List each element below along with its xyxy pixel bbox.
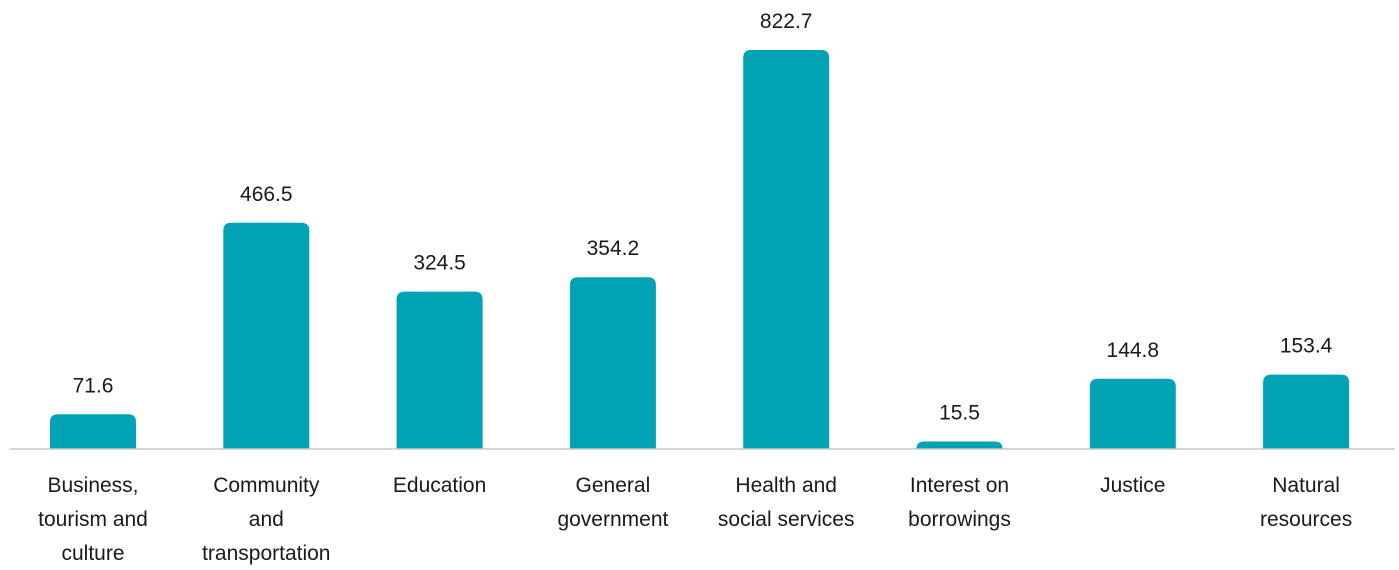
category-label-5: Health and social services — [718, 474, 855, 531]
value-label-4: 354.2 — [587, 237, 640, 260]
value-label-7: 144.8 — [1107, 339, 1160, 362]
category-label-7: Justice — [1100, 474, 1165, 497]
category-label-line: and — [249, 508, 284, 531]
category-label-line: Education — [393, 474, 486, 497]
category-label-line: Health and — [735, 474, 837, 497]
category-label-line: social services — [718, 508, 855, 531]
value-label-3: 324.5 — [413, 252, 466, 275]
category-label-line: government — [557, 508, 668, 531]
category-label-6: Interest on borrowings — [908, 474, 1011, 531]
category-label-line: resources — [1260, 508, 1352, 531]
category-label-line: Natural — [1272, 474, 1340, 497]
bar-3 — [396, 291, 483, 449]
bar-4 — [569, 277, 656, 449]
category-label-2: Community and transportation — [202, 474, 330, 565]
category-label-3: Education — [393, 474, 486, 497]
category-labels-layer: Business, tourism and culture Community and t… — [38, 474, 1352, 565]
bar-5 — [743, 50, 830, 449]
value-label-5: 822.7 — [760, 10, 813, 33]
bar-7 — [1089, 378, 1176, 449]
value-label-1: 71.6 — [73, 374, 114, 397]
bar-8 — [1263, 374, 1350, 449]
value-labels-layer: 71.6 466.5 324.5 354.2 822.7 15.5 144.8 153.4 — [73, 10, 1333, 424]
category-label-line: tourism and — [38, 508, 148, 531]
value-label-8: 153.4 — [1280, 335, 1333, 358]
category-label-line: borrowings — [908, 508, 1011, 531]
bar-2 — [223, 222, 310, 449]
category-label-line: Interest on — [910, 474, 1009, 497]
category-label-line: transportation — [202, 542, 330, 565]
bar-6 — [916, 441, 1003, 449]
bar-1 — [50, 414, 136, 449]
category-label-line: General — [576, 474, 651, 497]
category-label-line: Community — [213, 474, 320, 497]
value-label-2: 466.5 — [240, 183, 293, 206]
bars-layer — [50, 50, 1350, 449]
category-label-8: Natural resources — [1260, 474, 1352, 531]
category-label-line: culture — [61, 542, 124, 565]
value-label-6: 15.5 — [939, 401, 980, 424]
category-label-4: General government — [557, 474, 668, 531]
category-label-1: Business, tourism and culture — [38, 474, 148, 565]
category-label-line: Justice — [1100, 474, 1165, 497]
category-label-line: Business, — [47, 474, 138, 497]
